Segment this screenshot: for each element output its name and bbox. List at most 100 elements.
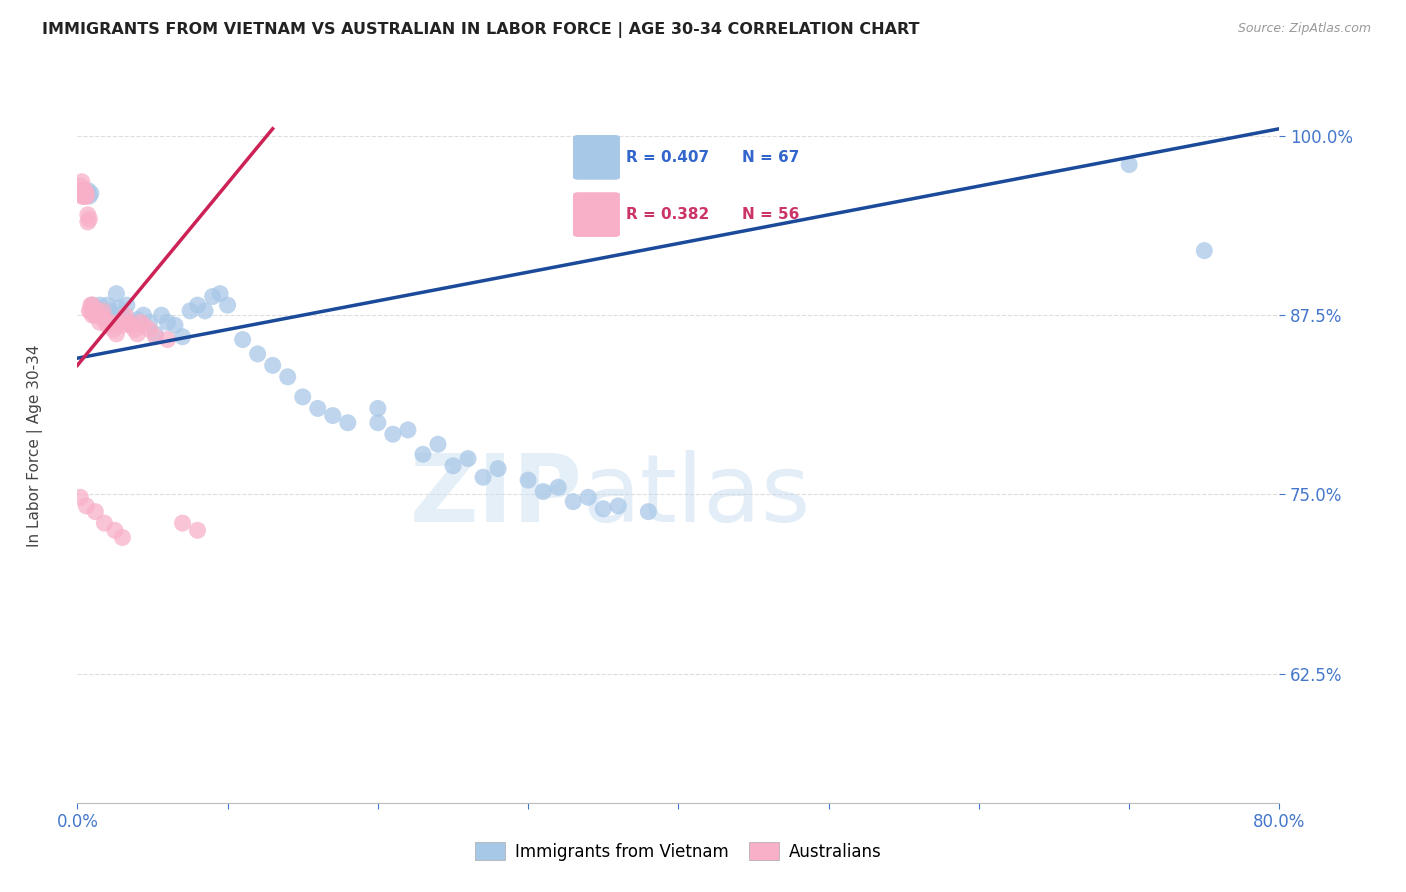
Point <box>396 423 419 437</box>
Point <box>79 304 101 318</box>
Point <box>111 531 134 545</box>
Point <box>75 499 97 513</box>
Point <box>75 189 97 203</box>
Point <box>120 315 142 329</box>
Point <box>127 312 149 326</box>
Point <box>132 308 155 322</box>
Point <box>117 315 139 329</box>
Point <box>232 333 254 347</box>
Point <box>96 298 118 312</box>
Point <box>72 186 94 201</box>
Point <box>412 447 434 461</box>
Point <box>82 298 104 312</box>
Point <box>576 491 599 505</box>
Point <box>124 322 146 336</box>
Point <box>108 301 131 315</box>
Point <box>103 322 125 336</box>
Point <box>111 308 134 322</box>
Point <box>336 416 359 430</box>
Point <box>105 326 128 341</box>
Point <box>307 401 329 416</box>
Point <box>120 318 142 333</box>
Point <box>86 304 108 318</box>
Point <box>607 499 630 513</box>
Point <box>91 304 114 318</box>
Point <box>75 186 97 201</box>
Point <box>322 409 344 423</box>
Point <box>129 315 152 329</box>
Point <box>72 189 94 203</box>
Point <box>592 501 614 516</box>
Point <box>94 315 117 329</box>
Point <box>367 401 389 416</box>
Point <box>246 347 269 361</box>
Point <box>441 458 464 473</box>
Point <box>1194 244 1216 258</box>
Point <box>108 315 131 329</box>
Legend: Immigrants from Vietnam, Australians: Immigrants from Vietnam, Australians <box>468 836 889 868</box>
Point <box>79 212 101 227</box>
Point <box>86 301 108 315</box>
Point <box>186 524 209 538</box>
Point <box>472 470 495 484</box>
Point <box>93 516 115 530</box>
Text: In Labor Force | Age 30-34: In Labor Force | Age 30-34 <box>27 344 44 548</box>
Point <box>87 308 110 322</box>
Point <box>531 484 554 499</box>
Text: Source: ZipAtlas.com: Source: ZipAtlas.com <box>1237 22 1371 36</box>
Point <box>637 505 659 519</box>
Point <box>381 427 404 442</box>
Point <box>172 329 194 343</box>
Point <box>76 215 98 229</box>
Point <box>114 308 136 322</box>
Point <box>90 308 112 322</box>
Point <box>89 298 111 312</box>
Point <box>82 298 104 312</box>
Text: ZIP: ZIP <box>409 450 582 541</box>
Point <box>83 304 105 318</box>
Point <box>82 308 104 322</box>
Point <box>186 298 209 312</box>
Point <box>562 494 585 508</box>
Point <box>89 315 111 329</box>
Point <box>291 390 314 404</box>
Point <box>138 322 160 336</box>
Point <box>156 315 179 329</box>
Point <box>517 473 540 487</box>
Point <box>84 505 107 519</box>
Point <box>70 175 93 189</box>
Point <box>156 333 179 347</box>
Point <box>201 289 224 303</box>
Point <box>262 359 284 373</box>
Point <box>145 329 167 343</box>
Point <box>73 186 96 201</box>
Point <box>91 304 114 318</box>
Point <box>277 369 299 384</box>
Point <box>79 189 101 203</box>
Point <box>72 186 94 201</box>
Point <box>90 308 112 322</box>
Point <box>457 451 479 466</box>
Point <box>80 304 103 318</box>
Point <box>150 308 173 322</box>
Point <box>172 516 194 530</box>
Point <box>75 186 97 201</box>
Point <box>547 480 569 494</box>
Point <box>427 437 450 451</box>
Point <box>84 308 107 322</box>
Point <box>127 326 149 341</box>
Point <box>111 318 134 333</box>
Point <box>70 183 93 197</box>
Point <box>87 304 110 318</box>
Point <box>103 308 125 322</box>
Point <box>179 304 201 318</box>
Point <box>132 318 155 333</box>
Point <box>69 186 91 201</box>
Point <box>100 304 122 318</box>
Point <box>163 318 186 333</box>
Point <box>138 315 160 329</box>
Point <box>69 179 91 194</box>
Text: IMMIGRANTS FROM VIETNAM VS AUSTRALIAN IN LABOR FORCE | AGE 30-34 CORRELATION CHA: IMMIGRANTS FROM VIETNAM VS AUSTRALIAN IN… <box>42 22 920 38</box>
Point <box>209 286 232 301</box>
Point <box>1118 158 1140 172</box>
